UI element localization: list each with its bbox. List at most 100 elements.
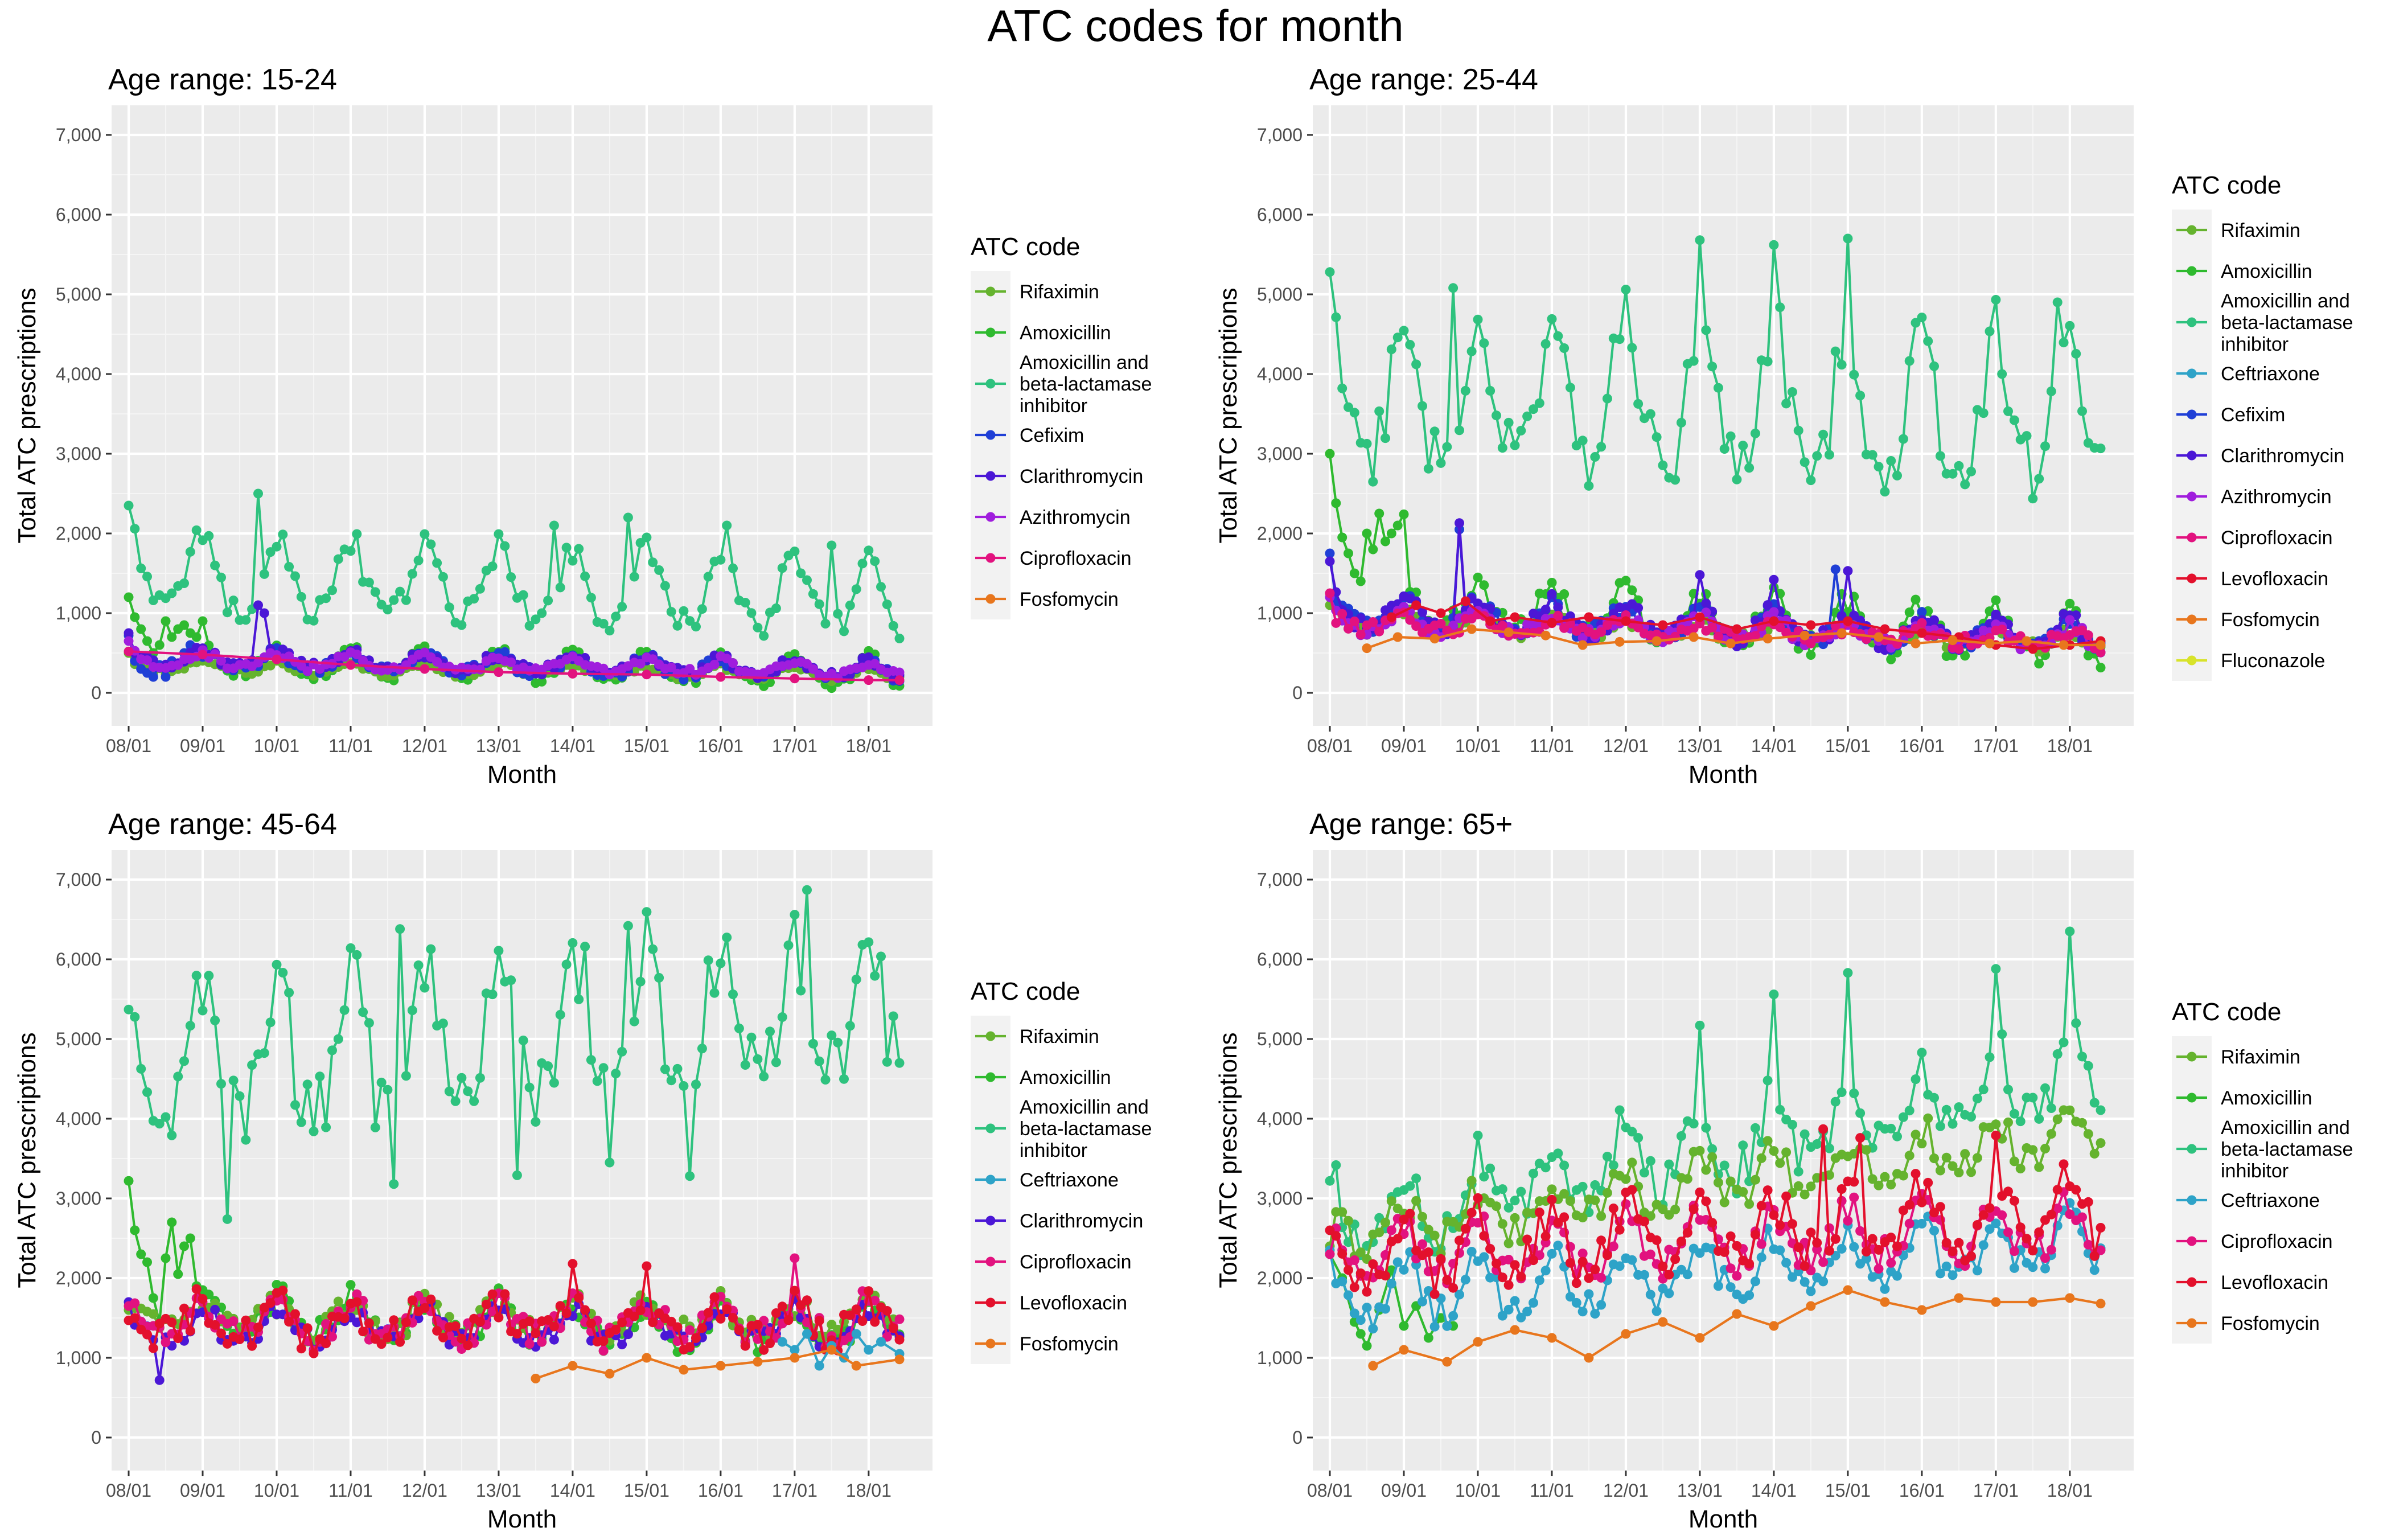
- data-point-amoxicillin-and-beta-lactamase-inhibitor: [1972, 1094, 1982, 1104]
- data-point-ciprofloxacin: [568, 668, 578, 679]
- data-point-clarithromycin: [1325, 556, 1335, 566]
- x-tick-label: 12/01: [1603, 736, 1649, 756]
- data-point-ciprofloxacin: [716, 672, 726, 682]
- data-point-rifaximin: [2089, 1149, 2100, 1159]
- data-point-amoxicillin: [1386, 528, 1396, 539]
- legend-label-line: Azithromycin: [2221, 486, 2332, 508]
- data-point-levofloxacin: [198, 1294, 208, 1304]
- data-point-amoxicillin: [179, 620, 189, 630]
- data-point-levofloxacin: [524, 1316, 535, 1327]
- data-point-levofloxacin: [407, 1295, 417, 1305]
- data-point-rifaximin: [1800, 1189, 1810, 1200]
- data-point-amoxicillin-and-beta-lactamase-inhibitor: [654, 565, 664, 575]
- data-point-levofloxacin: [216, 1328, 226, 1338]
- data-point-amoxicillin-and-beta-lactamase-inhibitor: [703, 572, 713, 582]
- y-axis-title: Total ATC prescriptions: [1214, 1032, 1242, 1288]
- legend-label: Amoxicillin and beta-lactamase inhibitor: [2221, 1117, 2353, 1182]
- data-point-amoxicillin-and-beta-lactamase-inhibitor: [894, 634, 905, 643]
- legend-key-point: [2187, 614, 2197, 625]
- data-point-amoxicillin-and-beta-lactamase-inhibitor: [870, 971, 880, 981]
- legend-label: Fluconazole: [2221, 650, 2325, 672]
- data-point-levofloxacin: [1985, 1203, 1995, 1213]
- legend-item-amoxicillin: Amoxicillin: [971, 1057, 1111, 1098]
- data-point-levofloxacin: [1584, 1273, 1594, 1283]
- data-point-ciprofloxacin: [1344, 623, 1353, 634]
- data-point-fosfomycin: [1651, 636, 1662, 646]
- y-tick-label: 5,000: [56, 284, 101, 305]
- data-point-amoxicillin-and-beta-lactamase-inhibitor: [216, 572, 226, 582]
- data-point-amoxicillin: [1349, 568, 1359, 578]
- data-point-levofloxacin: [1775, 1220, 1785, 1230]
- data-point-amoxicillin-and-beta-lactamase-inhibitor: [2077, 406, 2087, 416]
- data-point-amoxicillin-and-beta-lactamase-inhibitor: [302, 1079, 313, 1090]
- data-point-amoxicillin-and-beta-lactamase-inhibitor: [648, 557, 658, 568]
- data-point-rifaximin: [1565, 1196, 1575, 1206]
- data-point-levofloxacin: [1455, 1235, 1464, 1246]
- legend: ATC code Rifaximin Amoxicillin Amoxicillin …: [2172, 171, 2353, 681]
- legend-item-fluconazole: Fluconazole: [2172, 640, 2325, 681]
- data-point-amoxicillin-and-beta-lactamase-inhibitor: [1948, 469, 1958, 479]
- series-line-levofloxacin: [1391, 599, 2101, 651]
- data-point-levofloxacin: [1769, 616, 1779, 626]
- data-point-rifaximin: [1917, 1139, 1927, 1149]
- data-point-fosfomycin: [1991, 1297, 2001, 1307]
- data-point-levofloxacin: [1972, 1220, 1982, 1230]
- data-point-ceftriaxone: [1750, 1276, 1760, 1287]
- y-tick-label: 4,000: [56, 364, 101, 384]
- data-point-amoxicillin-and-beta-lactamase-inhibitor: [1954, 1102, 1964, 1112]
- data-point-amoxicillin-and-beta-lactamase-inhibitor: [185, 1021, 195, 1031]
- legend-key-point: [2187, 450, 2197, 461]
- data-point-ceftriaxone: [2040, 1263, 2050, 1274]
- legend-item-ceftriaxone: Ceftriaxone: [2172, 1180, 2320, 1221]
- data-point-levofloxacin: [1325, 1225, 1335, 1235]
- data-point-levofloxacin: [2022, 1234, 2032, 1244]
- legend-label: Amoxicillin and beta-lactamase inhibitor: [1020, 352, 1152, 417]
- data-point-ciprofloxacin: [327, 1332, 337, 1342]
- data-point-amoxicillin-and-beta-lactamase-inhibitor: [1331, 312, 1341, 322]
- data-point-levofloxacin: [1689, 1204, 1699, 1214]
- data-point-amoxicillin-and-beta-lactamase-inhibitor: [259, 1048, 269, 1058]
- legend-label: Amoxicillin: [1020, 322, 1111, 344]
- data-point-amoxicillin-and-beta-lactamase-inhibitor: [1633, 1133, 1644, 1143]
- data-point-amoxicillin-and-beta-lactamase-inhibitor: [2089, 1098, 2100, 1108]
- data-point-ciprofloxacin: [1904, 1218, 1915, 1229]
- y-tick-label: 6,000: [1257, 949, 1303, 970]
- legend-key-point: [985, 1031, 996, 1041]
- data-point-amoxicillin-and-beta-lactamase-inhibitor: [1497, 1184, 1507, 1194]
- x-tick-label: 17/01: [772, 1480, 817, 1501]
- data-point-fosfomycin: [1399, 1345, 1409, 1355]
- data-point-levofloxacin: [130, 1313, 140, 1323]
- data-point-amoxicillin-and-beta-lactamase-inhibitor: [753, 1054, 763, 1064]
- data-point-ciprofloxacin: [1337, 609, 1347, 619]
- data-point-amoxicillin: [173, 1269, 183, 1279]
- data-point-amoxicillin-and-beta-lactamase-inhibitor: [1529, 404, 1538, 414]
- data-point-levofloxacin: [1658, 620, 1668, 630]
- data-point-amoxicillin-and-beta-lactamase-inhibitor: [697, 604, 707, 614]
- data-point-levofloxacin: [1991, 1130, 2001, 1140]
- data-point-levofloxacin: [1590, 1264, 1600, 1275]
- data-point-levofloxacin: [2015, 1222, 2026, 1233]
- data-point-levofloxacin: [290, 1309, 300, 1319]
- data-point-levofloxacin: [383, 1332, 393, 1342]
- data-point-amoxicillin-and-beta-lactamase-inhibitor: [648, 944, 658, 954]
- data-point-amoxicillin-and-beta-lactamase-inhibitor: [1325, 1176, 1335, 1186]
- data-point-amoxicillin-and-beta-lactamase-inhibitor: [753, 622, 763, 633]
- x-tick-label: 10/01: [254, 736, 299, 756]
- data-point-levofloxacin: [617, 1317, 627, 1328]
- data-point-rifaximin: [2015, 1164, 2026, 1174]
- series-amoxicillin-and-beta-lactamase-inhibitor: [124, 885, 905, 1224]
- data-point-amoxicillin: [1362, 528, 1372, 539]
- data-point-amoxicillin-and-beta-lactamase-inhibitor: [888, 1011, 898, 1021]
- legend-label: Ceftriaxone: [2221, 363, 2320, 385]
- data-point-ceftriaxone: [1596, 1300, 1607, 1310]
- data-point-amoxicillin-and-beta-lactamase-inhibitor: [1651, 432, 1662, 442]
- data-point-amoxicillin-and-beta-lactamase-inhibitor: [839, 1074, 849, 1084]
- data-point-amoxicillin-and-beta-lactamase-inhibitor: [1411, 359, 1422, 369]
- data-point-amoxicillin-and-beta-lactamase-inhibitor: [1719, 444, 1729, 454]
- data-point-levofloxacin: [555, 1301, 565, 1311]
- data-point-amoxicillin-and-beta-lactamase-inhibitor: [1750, 1123, 1760, 1133]
- data-point-levofloxacin: [309, 1348, 319, 1358]
- data-point-amoxicillin-and-beta-lactamase-inhibitor: [1997, 369, 2007, 379]
- data-point-amoxicillin-and-beta-lactamase-inhibitor: [1473, 1131, 1483, 1140]
- data-point-ceftriaxone: [777, 1337, 787, 1347]
